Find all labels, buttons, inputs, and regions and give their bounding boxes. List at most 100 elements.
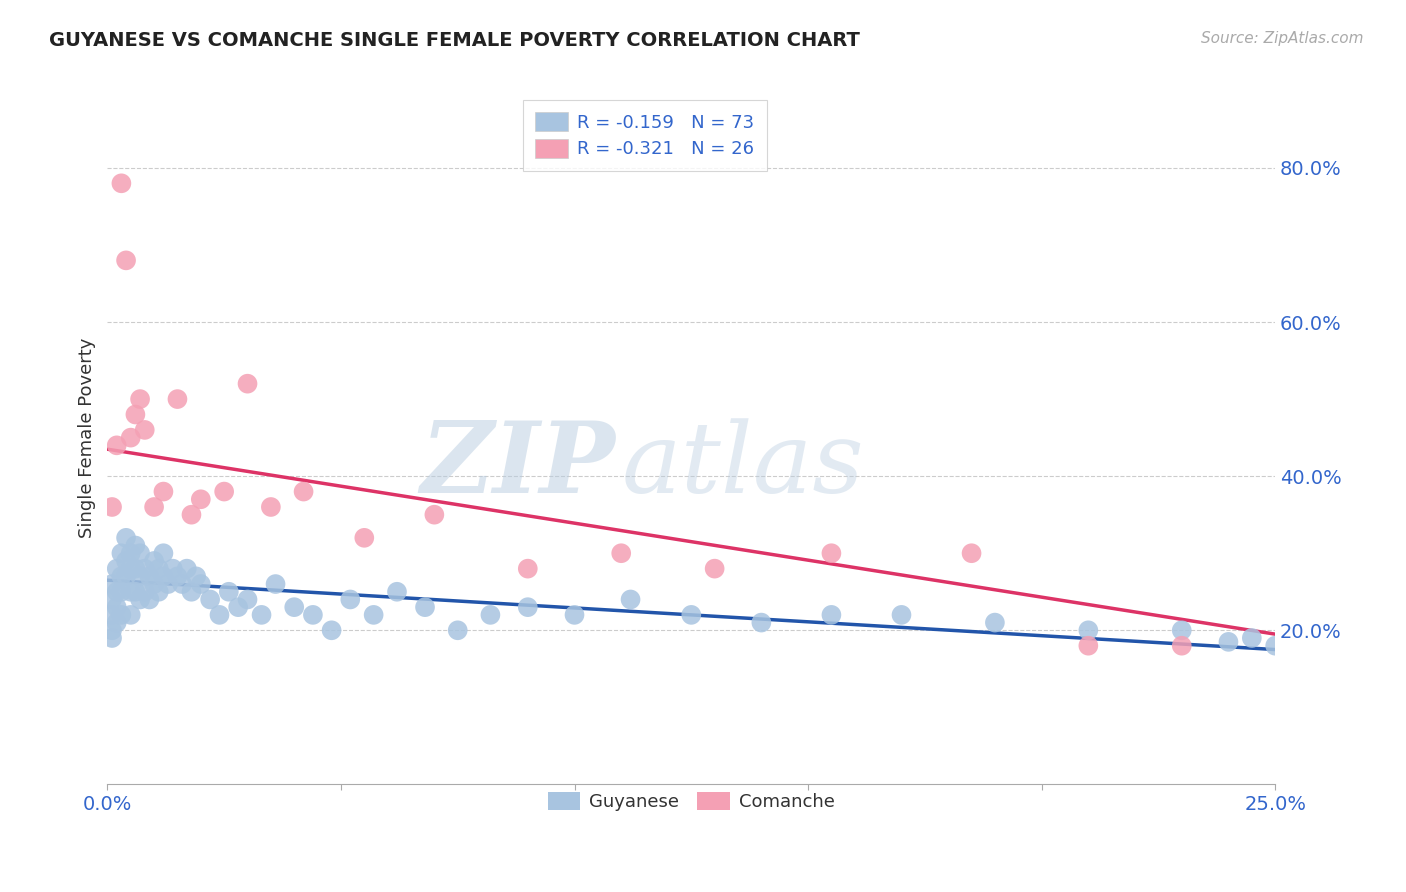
Point: [1077, 624, 1099, 638]
Point: [184, 569, 207, 583]
Point: [115, 569, 138, 583]
Point: [105, 584, 128, 599]
Point: [143, 577, 166, 591]
Point: [172, 577, 194, 591]
Point: [236, 592, 259, 607]
Point: [960, 546, 983, 560]
Point: [516, 600, 538, 615]
Point: [292, 484, 315, 499]
Point: [138, 569, 160, 583]
Point: [105, 600, 128, 615]
Point: [218, 584, 240, 599]
Point: [749, 615, 772, 630]
Point: [162, 561, 184, 575]
Point: [115, 554, 138, 568]
Point: [152, 569, 174, 583]
Point: [264, 577, 287, 591]
Point: [134, 423, 156, 437]
Point: [110, 546, 132, 560]
Point: [180, 508, 202, 522]
Point: [703, 561, 725, 575]
Point: [820, 607, 842, 622]
Point: [681, 607, 703, 622]
Point: [226, 600, 249, 615]
Point: [157, 577, 180, 591]
Point: [101, 592, 124, 607]
Point: [890, 607, 912, 622]
Point: [120, 546, 142, 560]
Point: [385, 584, 408, 599]
Point: [190, 577, 212, 591]
Point: [101, 631, 124, 645]
Point: [124, 539, 146, 553]
Point: [152, 484, 174, 499]
Point: [148, 561, 170, 575]
Point: [129, 546, 152, 560]
Point: [129, 592, 152, 607]
Point: [105, 615, 128, 630]
Point: [260, 500, 283, 514]
Point: [198, 592, 221, 607]
Text: Source: ZipAtlas.com: Source: ZipAtlas.com: [1201, 31, 1364, 46]
Point: [1218, 635, 1240, 649]
Point: [105, 438, 128, 452]
Point: [101, 607, 124, 622]
Point: [152, 546, 174, 560]
Point: [619, 592, 641, 607]
Text: ZIP: ZIP: [420, 417, 616, 514]
Point: [120, 431, 142, 445]
Point: [120, 607, 142, 622]
Point: [124, 561, 146, 575]
Point: [129, 392, 152, 406]
Point: [250, 607, 273, 622]
Point: [110, 584, 132, 599]
Point: [1077, 639, 1099, 653]
Point: [212, 484, 235, 499]
Text: atlas: atlas: [621, 417, 863, 513]
Point: [120, 561, 142, 575]
Point: [138, 592, 160, 607]
Y-axis label: Single Female Poverty: Single Female Poverty: [79, 337, 96, 538]
Point: [820, 546, 842, 560]
Point: [115, 253, 138, 268]
Point: [105, 561, 128, 575]
Point: [115, 531, 138, 545]
Point: [339, 592, 361, 607]
Point: [166, 392, 188, 406]
Point: [190, 492, 212, 507]
Point: [1171, 624, 1194, 638]
Point: [143, 554, 166, 568]
Point: [124, 408, 146, 422]
Point: [1240, 631, 1263, 645]
Point: [134, 584, 156, 599]
Point: [610, 546, 633, 560]
Point: [283, 600, 305, 615]
Point: [447, 624, 470, 638]
Point: [176, 561, 198, 575]
Point: [321, 624, 343, 638]
Point: [479, 607, 502, 622]
Text: GUYANESE VS COMANCHE SINGLE FEMALE POVERTY CORRELATION CHART: GUYANESE VS COMANCHE SINGLE FEMALE POVER…: [49, 31, 860, 50]
Point: [208, 607, 231, 622]
Point: [1171, 639, 1194, 653]
Point: [134, 561, 156, 575]
Point: [166, 569, 188, 583]
Point: [101, 577, 124, 591]
Legend: Guyanese, Comanche: Guyanese, Comanche: [536, 780, 848, 824]
Point: [413, 600, 436, 615]
Point: [110, 607, 132, 622]
Point: [302, 607, 325, 622]
Point: [353, 531, 375, 545]
Point: [180, 584, 202, 599]
Point: [984, 615, 1007, 630]
Point: [516, 561, 538, 575]
Point: [148, 584, 170, 599]
Point: [120, 584, 142, 599]
Point: [564, 607, 586, 622]
Point: [143, 500, 166, 514]
Point: [363, 607, 385, 622]
Point: [129, 569, 152, 583]
Point: [1264, 639, 1286, 653]
Point: [236, 376, 259, 391]
Point: [110, 176, 132, 190]
